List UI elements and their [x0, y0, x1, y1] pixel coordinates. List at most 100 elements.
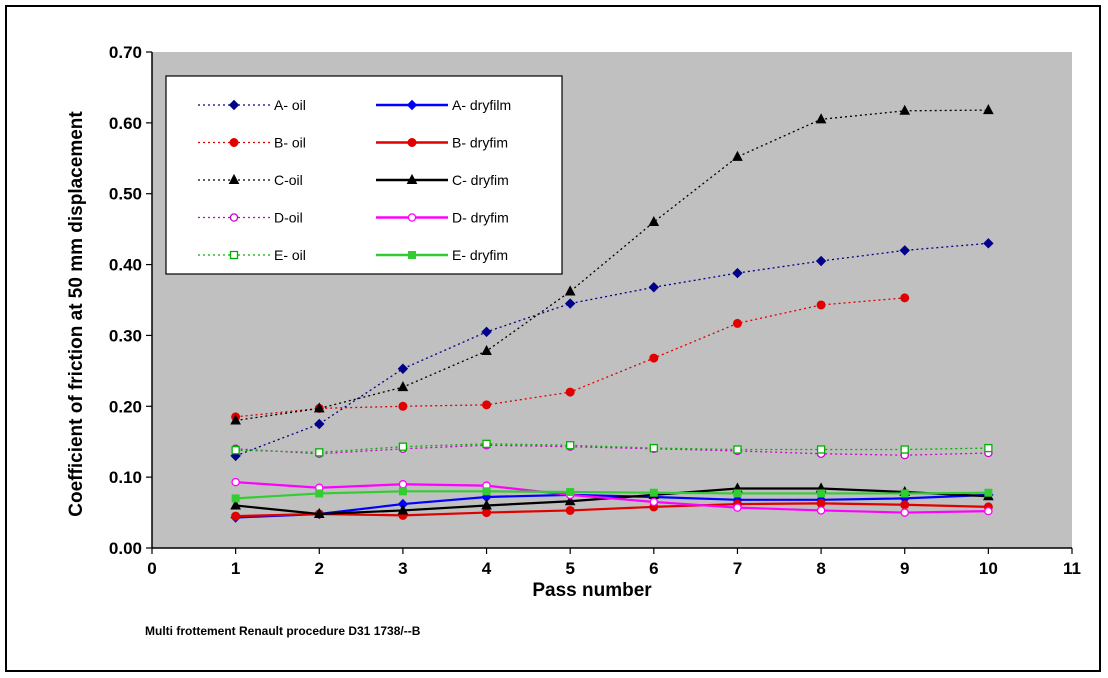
data-point — [649, 353, 659, 363]
data-point — [816, 498, 826, 508]
data-point — [648, 215, 660, 227]
legend — [165, 75, 563, 275]
legend-label: A- dryfilm — [452, 97, 511, 113]
y-tick-label: 0.50 — [109, 185, 142, 204]
series-line — [235, 443, 989, 453]
data-point — [397, 363, 409, 374]
legend-label: D-oil — [274, 210, 303, 226]
x-axis-label: Pass number — [532, 580, 652, 601]
data-point — [482, 508, 492, 518]
data-point — [481, 499, 492, 510]
data-point — [984, 506, 993, 516]
data-point — [230, 414, 241, 425]
data-point — [231, 477, 240, 487]
data-point — [816, 445, 826, 454]
legend-marker — [407, 213, 417, 222]
data-point — [481, 344, 492, 356]
data-point — [900, 508, 909, 517]
x-tick-label: 11 — [1063, 559, 1081, 578]
data-point — [398, 442, 408, 451]
data-point — [899, 104, 911, 115]
legend-label: E- dryfim — [452, 247, 508, 263]
data-point — [815, 113, 827, 124]
data-point — [397, 381, 409, 392]
y-tick-label: 0.30 — [109, 326, 142, 345]
legend-marker — [406, 99, 418, 111]
legend-label: C-oil — [274, 172, 303, 188]
data-point — [817, 489, 826, 498]
data-point — [398, 487, 407, 496]
data-point — [900, 489, 909, 498]
data-point — [565, 505, 575, 515]
data-point — [564, 298, 576, 309]
data-point — [313, 507, 325, 518]
legend-marker — [407, 138, 417, 147]
data-point — [566, 488, 575, 497]
data-point — [313, 402, 325, 413]
data-point — [649, 488, 658, 497]
data-point — [732, 150, 743, 161]
x-tick-label: 7 — [733, 559, 742, 578]
data-point — [315, 448, 324, 457]
data-point — [315, 489, 324, 498]
x-tick-label: 8 — [816, 559, 825, 578]
legend-label: B- dryfim — [452, 135, 508, 151]
legend-marker — [229, 213, 239, 222]
legend-label: E- oil — [274, 247, 306, 263]
y-tick-label: 0.40 — [109, 256, 142, 275]
data-point — [733, 503, 742, 512]
x-tick-label: 9 — [900, 559, 909, 578]
x-tick-label: 5 — [565, 559, 574, 578]
data-point — [649, 443, 658, 453]
series-line — [235, 493, 989, 519]
series-line — [235, 444, 989, 456]
data-point — [899, 245, 910, 256]
data-point — [732, 318, 742, 328]
legend-label: A- oil — [274, 97, 306, 113]
data-point — [984, 443, 993, 453]
legend-marker — [408, 251, 416, 259]
series-line — [235, 242, 989, 457]
series-line — [235, 481, 989, 514]
data-point — [648, 282, 660, 293]
data-point — [397, 504, 409, 515]
x-tick-label: 3 — [398, 559, 407, 578]
chart-footnote: Multi frottement Renault procedure D31 1… — [145, 624, 421, 638]
x-tick-label: 10 — [979, 559, 998, 578]
data-point — [815, 255, 827, 267]
data-point — [314, 418, 325, 430]
x-tick-label: 6 — [649, 559, 658, 578]
data-point — [566, 441, 575, 450]
y-tick-label: 0.60 — [109, 114, 142, 133]
data-point — [398, 401, 408, 411]
y-axis-label: Coefficient of friction at 50 mm displac… — [66, 111, 87, 517]
y-tick-label: 0.10 — [109, 468, 142, 487]
x-tick-label: 4 — [482, 559, 492, 578]
data-point — [481, 326, 492, 338]
data-point — [900, 293, 910, 303]
data-point — [231, 446, 240, 455]
data-point — [816, 506, 826, 515]
legend-marker — [406, 173, 418, 184]
data-point — [900, 445, 909, 454]
legend-marker — [228, 173, 240, 184]
data-point — [984, 488, 993, 497]
y-tick-label: 0.20 — [109, 397, 142, 416]
data-point — [482, 400, 492, 410]
legend-marker — [228, 99, 240, 111]
data-point — [900, 500, 910, 510]
data-point — [231, 511, 241, 521]
legend-label: C- dryfim — [452, 172, 509, 188]
x-tick-label: 0 — [147, 559, 156, 578]
data-point — [565, 387, 575, 397]
data-point — [983, 104, 994, 115]
y-tick-label: 0.00 — [109, 539, 142, 558]
data-point — [398, 479, 408, 489]
legend-label: B- oil — [274, 135, 306, 151]
series-line — [235, 490, 989, 500]
data-point — [564, 285, 576, 296]
data-point — [482, 487, 491, 496]
x-tick-label: 2 — [315, 559, 324, 578]
legend-marker — [229, 138, 239, 147]
y-tick-label: 0.70 — [109, 43, 142, 62]
